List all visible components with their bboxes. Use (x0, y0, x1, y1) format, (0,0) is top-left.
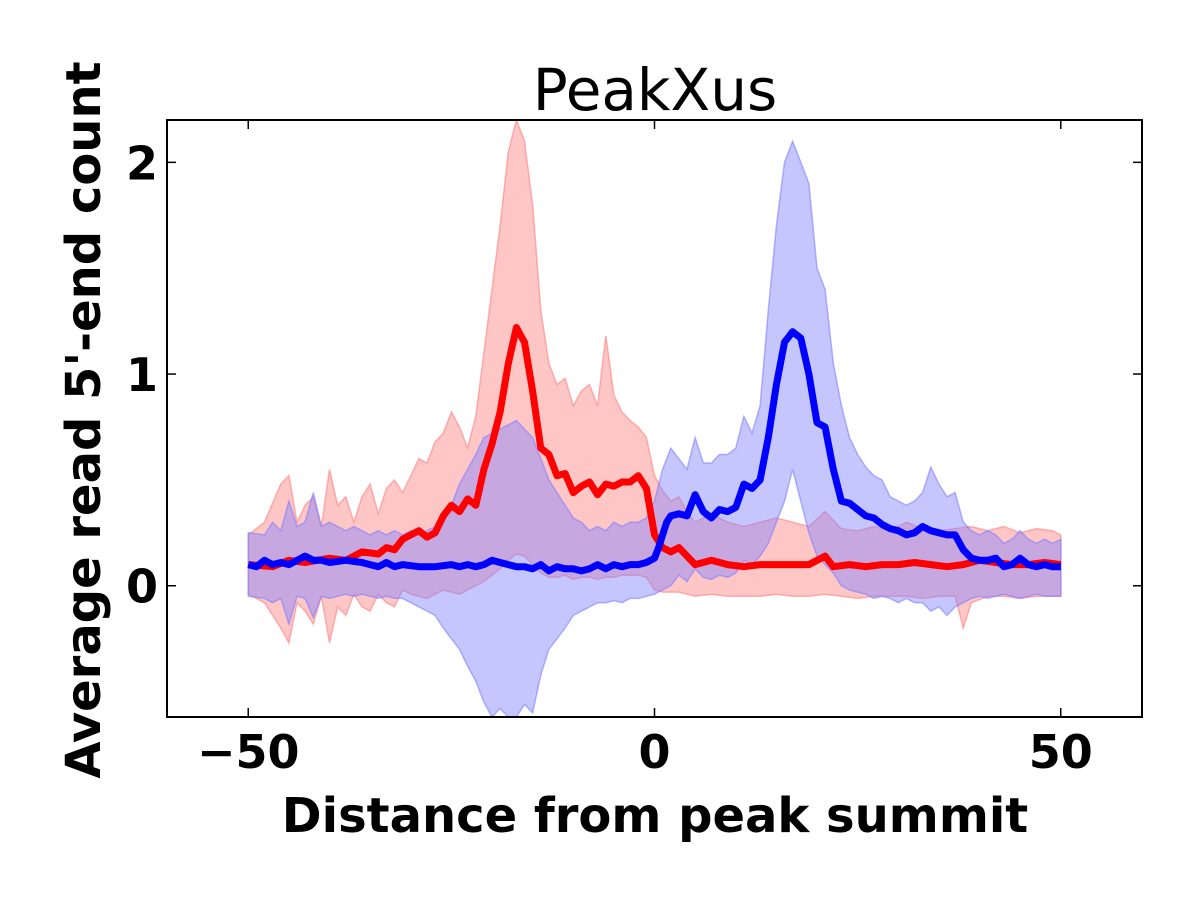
x-tick-label: 50 (1029, 725, 1093, 779)
plot-frame (166, 119, 1143, 718)
plot-area (247, 120, 1062, 717)
series-2-band (247, 139, 1062, 717)
x-tick-label: 0 (638, 725, 670, 779)
y-axis-label: Average read 5'-end count (56, 61, 112, 778)
series-2-line (247, 328, 1061, 575)
series-1-line (247, 324, 1062, 571)
y-tick-label: 2 (126, 136, 158, 190)
x-tick-label: −50 (197, 725, 300, 779)
y-tick-label: 0 (126, 560, 158, 614)
chart-title: PeakXus (533, 56, 777, 124)
x-axis-label: Distance from peak summit (282, 788, 1028, 844)
axis-ticks: −50 0 50 0 1 2 (126, 120, 1142, 779)
y-tick-label: 1 (126, 348, 158, 402)
